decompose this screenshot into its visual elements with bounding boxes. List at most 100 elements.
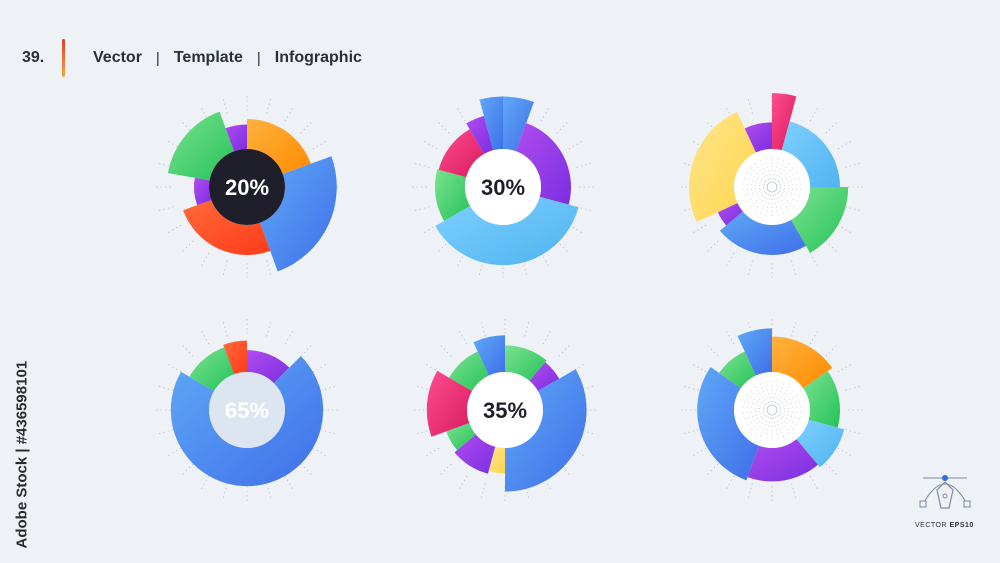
guide-line	[845, 162, 863, 168]
guide-line	[438, 463, 452, 477]
guide-line	[825, 240, 839, 254]
donut-center	[467, 372, 543, 448]
guide-line	[156, 162, 174, 168]
percent-label: 65%	[225, 398, 269, 423]
pie-segment-yellow	[488, 446, 505, 474]
guide-line	[320, 429, 338, 435]
percent-label: 30%	[481, 175, 525, 200]
guide-line	[747, 319, 753, 337]
donut-chart-1: 20%	[153, 93, 341, 281]
guide-line	[165, 362, 182, 373]
guide-line	[421, 139, 438, 150]
badge-suffix: EPS10	[949, 522, 974, 529]
pie-segment-purple	[247, 350, 290, 384]
guide-line	[747, 260, 753, 278]
pen-tool-icon	[919, 475, 971, 509]
guide-line	[266, 96, 272, 114]
guide-line	[724, 105, 735, 122]
guide-line	[556, 240, 570, 254]
guide-line	[825, 120, 839, 134]
guide-line	[436, 120, 450, 134]
pie-segment-purple	[744, 122, 772, 153]
guide-line	[681, 429, 699, 435]
guide-line	[199, 328, 210, 345]
pie-segment-green	[446, 422, 476, 451]
donut-center	[734, 372, 810, 448]
guide-line	[540, 252, 551, 269]
badge-prefix: VECTOR	[915, 522, 948, 529]
pie-segment-purple	[193, 177, 212, 206]
guide-line	[542, 475, 553, 492]
guide-line	[266, 319, 272, 337]
guide-line	[414, 429, 432, 435]
guide-line	[300, 120, 314, 134]
guide-line	[312, 362, 329, 373]
pie-segment-blue	[503, 96, 534, 152]
title-template: Template	[173, 49, 243, 66]
guide-line	[705, 463, 719, 477]
guide-line	[222, 260, 228, 278]
donut-center	[734, 149, 810, 225]
guide-line	[556, 120, 570, 134]
guide-line	[522, 260, 528, 278]
guide-line	[540, 105, 551, 122]
pie-segment-green	[189, 347, 235, 391]
pie-segment-purple	[529, 362, 560, 391]
pie-segment-magenta	[426, 370, 473, 437]
accent-bar	[62, 39, 65, 77]
pie-segment-blue	[479, 96, 503, 151]
guide-line	[809, 252, 820, 269]
pie-segment-green	[791, 187, 849, 253]
guide-line	[478, 96, 484, 114]
guide-line	[300, 343, 314, 357]
guide-line	[558, 463, 572, 477]
pie-segment-lightblue	[435, 196, 579, 266]
pie-segment-magenta	[772, 93, 797, 151]
pie-segment-orange	[247, 119, 311, 175]
guide-line	[300, 463, 314, 477]
pie-segment-orange	[772, 336, 833, 389]
pie-segment-blue	[719, 211, 806, 255]
guide-line	[825, 343, 839, 357]
pie-segment-green	[719, 351, 756, 389]
guide-line	[222, 319, 228, 337]
pie-segment-green	[167, 111, 235, 181]
guide-line	[690, 224, 707, 235]
header: 39. Vector | Template | Infographic	[22, 39, 362, 77]
guide-line	[438, 343, 452, 357]
guide-line	[690, 447, 707, 458]
guide-line	[837, 447, 854, 458]
pie-segment-green	[505, 345, 547, 381]
guide-line	[570, 447, 587, 458]
title-separator: |	[155, 49, 160, 67]
guide-line	[747, 96, 753, 114]
center-ring	[766, 404, 778, 416]
guide-line	[578, 429, 596, 435]
pie-segment-green	[803, 370, 841, 428]
guide-line	[845, 385, 863, 391]
page-number: 39.	[22, 49, 45, 66]
center-ring	[766, 181, 778, 193]
pie-segment-purple	[454, 434, 496, 474]
guide-line	[312, 447, 329, 458]
pie-segment-lightblue	[796, 419, 845, 468]
guide-line	[156, 429, 174, 435]
guide-line	[845, 206, 863, 212]
guide-line	[180, 120, 194, 134]
guide-line	[705, 240, 719, 254]
pie-segment-magenta	[438, 129, 484, 178]
guide-line	[436, 240, 450, 254]
guide-line	[681, 162, 699, 168]
guide-line	[791, 483, 797, 501]
guide-line	[724, 328, 735, 345]
pie-segment-purple	[515, 123, 571, 205]
guide-line	[480, 319, 486, 337]
guide-line	[791, 319, 797, 337]
guide-line	[480, 483, 486, 501]
pie-segment-purple	[225, 124, 247, 152]
pie-segment-blue	[473, 335, 505, 376]
guide-line	[180, 463, 194, 477]
guide-line	[156, 385, 174, 391]
guide-line	[165, 224, 182, 235]
